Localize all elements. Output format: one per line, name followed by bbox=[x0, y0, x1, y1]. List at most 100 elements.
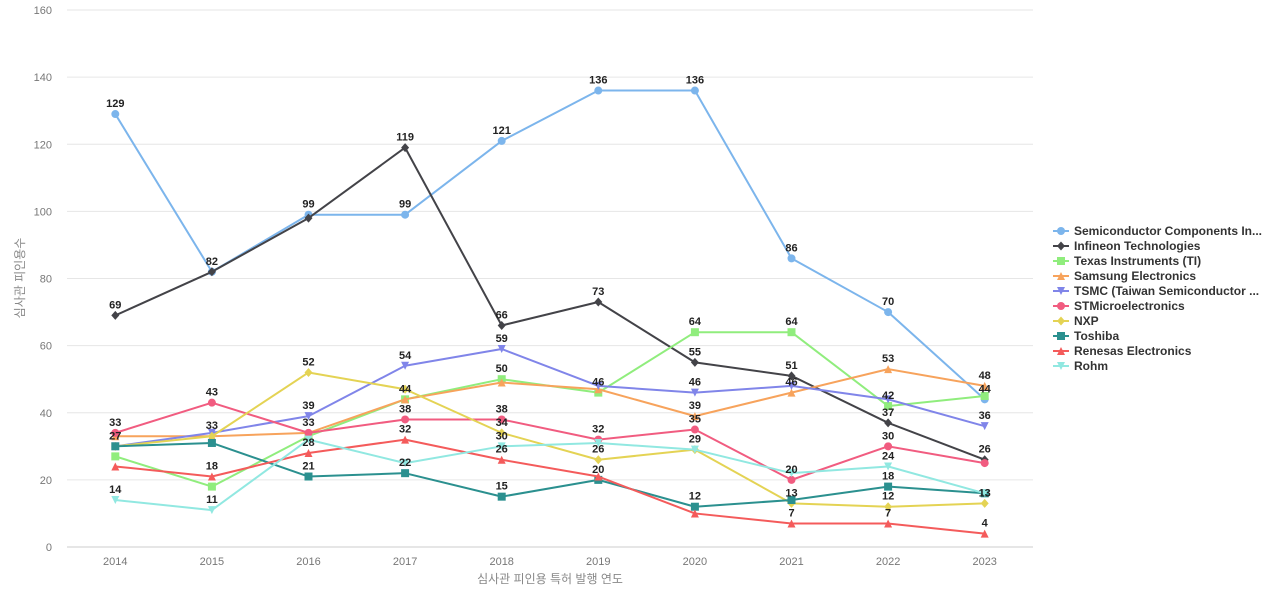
series-group bbox=[111, 344, 989, 451]
legend-item[interactable]: STMicroelectronics bbox=[1053, 299, 1185, 313]
series-point bbox=[594, 381, 603, 390]
series-point bbox=[884, 308, 893, 317]
series-point bbox=[594, 438, 603, 447]
x-tick-label: 2017 bbox=[393, 556, 417, 568]
series-point bbox=[884, 365, 893, 374]
legend-swatch-marker bbox=[1057, 362, 1065, 370]
data-label: 42 bbox=[882, 390, 894, 402]
legend-swatch-marker bbox=[1057, 241, 1065, 251]
series-group bbox=[111, 328, 989, 491]
data-label: 46 bbox=[592, 377, 604, 389]
data-label: 46 bbox=[785, 377, 797, 389]
series-group bbox=[111, 86, 989, 404]
legend-item[interactable]: TSMC (Taiwan Semiconductor ... bbox=[1053, 284, 1259, 298]
series-point bbox=[787, 371, 796, 381]
legend-item[interactable]: NXP bbox=[1053, 314, 1099, 328]
series-point bbox=[207, 267, 216, 277]
series-point bbox=[980, 459, 989, 468]
x-tick-label: 2023 bbox=[972, 556, 996, 568]
series-point bbox=[787, 519, 796, 528]
series-point bbox=[207, 438, 216, 447]
data-label: 30 bbox=[882, 430, 894, 442]
legend-label: STMicroelectronics bbox=[1074, 299, 1185, 313]
series-point bbox=[980, 391, 989, 400]
legend-swatch-marker bbox=[1057, 316, 1065, 326]
legend-item[interactable]: Renesas Electronics bbox=[1053, 344, 1192, 358]
data-label: 33 bbox=[109, 417, 121, 429]
legend-item[interactable]: Toshiba bbox=[1053, 329, 1119, 343]
data-label: 64 bbox=[785, 316, 798, 328]
legend-item[interactable]: Samsung Electronics bbox=[1053, 269, 1196, 283]
data-labels: 1296933271482433318119952393328211199954… bbox=[106, 75, 992, 530]
series-point bbox=[787, 469, 796, 478]
series-point bbox=[690, 425, 699, 434]
data-label: 43 bbox=[206, 387, 218, 399]
data-label: 37 bbox=[882, 407, 894, 419]
series-line bbox=[114, 438, 986, 535]
series-line bbox=[114, 401, 986, 481]
series-point bbox=[690, 509, 699, 518]
data-label: 7 bbox=[788, 508, 794, 520]
series-point bbox=[787, 475, 796, 484]
series-point bbox=[207, 506, 216, 515]
series-line bbox=[114, 438, 986, 512]
data-label: 12 bbox=[689, 491, 701, 503]
legend-item[interactable]: Rohm bbox=[1053, 359, 1108, 373]
data-label: 4 bbox=[982, 518, 989, 530]
series-point bbox=[884, 402, 893, 411]
series-point bbox=[690, 86, 699, 95]
data-label: 59 bbox=[496, 333, 508, 345]
data-label: 32 bbox=[592, 424, 604, 436]
data-label: 12 bbox=[882, 491, 894, 503]
data-label: 33 bbox=[206, 420, 218, 432]
legend-item[interactable]: Semiconductor Components In... bbox=[1053, 224, 1262, 238]
series-point bbox=[690, 328, 699, 337]
series-point bbox=[497, 428, 506, 438]
x-tick-label: 2016 bbox=[296, 556, 320, 568]
data-label: 82 bbox=[206, 256, 218, 268]
series-point bbox=[401, 415, 410, 424]
series-point bbox=[207, 431, 216, 441]
data-label: 38 bbox=[496, 403, 508, 415]
series-point bbox=[594, 86, 603, 95]
series-point bbox=[497, 320, 506, 330]
legend-swatch-marker bbox=[1057, 272, 1065, 280]
data-label: 46 bbox=[689, 377, 701, 389]
series-point bbox=[497, 136, 506, 145]
series-group bbox=[111, 398, 989, 484]
legend-item[interactable]: Infineon Technologies bbox=[1053, 239, 1201, 253]
data-label: 99 bbox=[399, 199, 411, 211]
series-point bbox=[304, 428, 313, 437]
legend-item[interactable]: Texas Instruments (TI) bbox=[1053, 254, 1201, 268]
series-point bbox=[497, 378, 506, 387]
series-point bbox=[884, 442, 893, 451]
x-tick-label: 2019 bbox=[586, 556, 610, 568]
data-label: 13 bbox=[785, 487, 797, 499]
series-point bbox=[787, 381, 796, 390]
series-point bbox=[497, 492, 506, 501]
data-label: 30 bbox=[496, 430, 508, 442]
series-point bbox=[207, 398, 216, 407]
legend-swatch-marker bbox=[1057, 347, 1065, 355]
series-point bbox=[304, 367, 313, 377]
x-tick-label: 2020 bbox=[683, 556, 707, 568]
series-point bbox=[497, 415, 506, 424]
x-tick-label: 2021 bbox=[779, 556, 803, 568]
legend-swatch-marker bbox=[1057, 287, 1065, 295]
data-label: 52 bbox=[302, 356, 314, 368]
axes: 심사관 피인용 특허 발행 연도 심사관 피인용수 0 20 40 60 80 100 12… bbox=[13, 5, 997, 586]
series-point bbox=[787, 328, 796, 337]
series-line bbox=[114, 347, 986, 448]
y-tick-label: 80 bbox=[40, 274, 52, 286]
series-point bbox=[690, 502, 699, 511]
series-point bbox=[594, 297, 603, 307]
series-point bbox=[401, 459, 410, 468]
series-point bbox=[980, 422, 989, 431]
y-tick-label: 0 bbox=[46, 542, 52, 554]
series-point bbox=[304, 435, 313, 444]
series-point bbox=[980, 489, 989, 498]
series-line bbox=[114, 371, 986, 508]
series-line bbox=[114, 331, 986, 488]
